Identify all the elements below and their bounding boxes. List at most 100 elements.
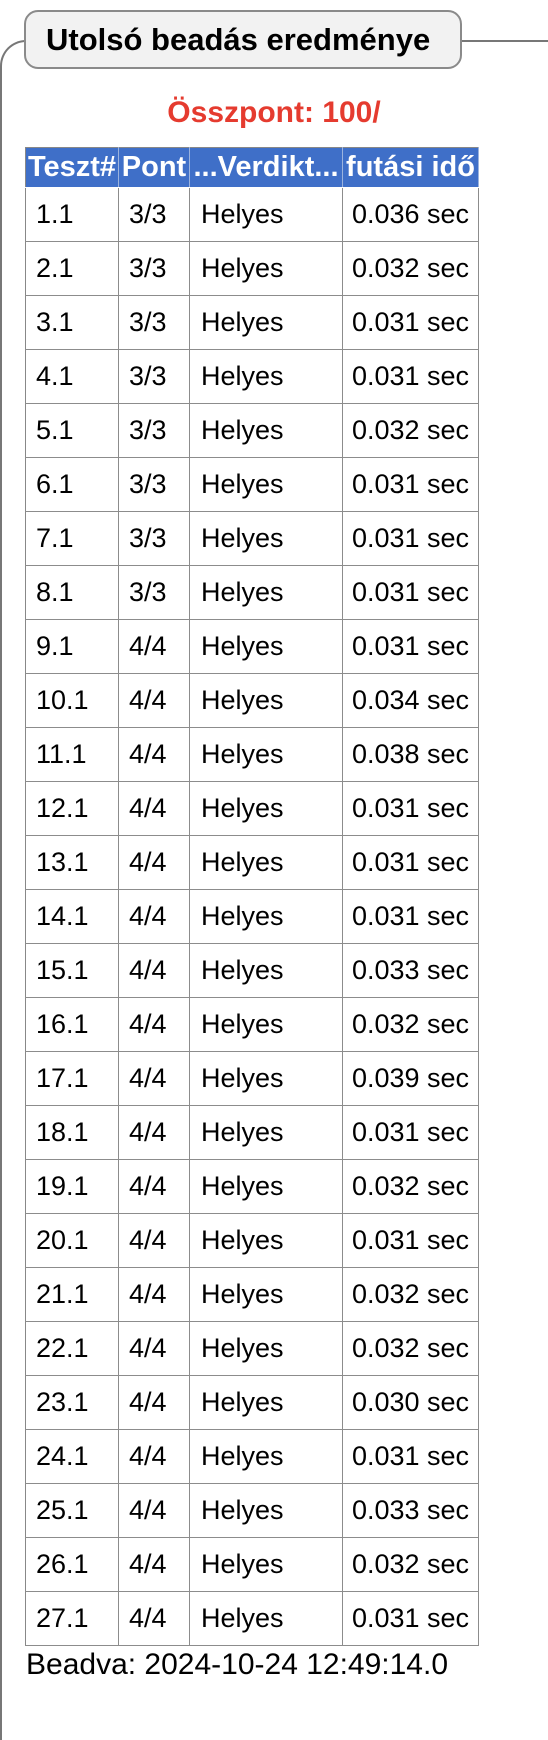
cell-verdict: Helyes bbox=[189, 997, 343, 1052]
cell-runtime: 0.032 sec bbox=[342, 1159, 479, 1214]
cell-verdict: Helyes bbox=[189, 403, 343, 458]
cell-verdict: Helyes bbox=[189, 1051, 343, 1106]
cell-runtime: 0.031 sec bbox=[342, 1591, 479, 1646]
cell-verdict: Helyes bbox=[189, 1267, 343, 1322]
table-row: 3.1 3/3 Helyes 0.031 sec bbox=[25, 295, 479, 350]
cell-points: 3/3 bbox=[118, 565, 190, 620]
cell-test-id: 22.1 bbox=[25, 1321, 119, 1376]
cell-test-id: 17.1 bbox=[25, 1051, 119, 1106]
cell-verdict: Helyes bbox=[189, 835, 343, 890]
table-row: 13.1 4/4 Helyes 0.031 sec bbox=[25, 835, 479, 890]
cell-runtime: 0.031 sec bbox=[342, 835, 479, 890]
cell-test-id: 5.1 bbox=[25, 403, 119, 458]
cell-points: 3/3 bbox=[118, 511, 190, 566]
cell-points: 4/4 bbox=[118, 943, 190, 998]
cell-verdict: Helyes bbox=[189, 1321, 343, 1376]
table-row: 17.1 4/4 Helyes 0.039 sec bbox=[25, 1051, 479, 1106]
cell-runtime: 0.031 sec bbox=[342, 781, 479, 836]
cell-points: 3/3 bbox=[118, 457, 190, 512]
column-header-points: Pont bbox=[118, 147, 190, 188]
table-header-row: Teszt# Pont ...Verdikt... futási idő bbox=[25, 147, 479, 188]
cell-points: 4/4 bbox=[118, 1159, 190, 1214]
cell-test-id: 3.1 bbox=[25, 295, 119, 350]
cell-points: 3/3 bbox=[118, 403, 190, 458]
table-row: 1.1 3/3 Helyes 0.036 sec bbox=[25, 187, 479, 242]
cell-test-id: 16.1 bbox=[25, 997, 119, 1052]
cell-verdict: Helyes bbox=[189, 1105, 343, 1160]
table-row: 5.1 3/3 Helyes 0.032 sec bbox=[25, 403, 479, 458]
cell-runtime: 0.031 sec bbox=[342, 889, 479, 944]
cell-test-id: 13.1 bbox=[25, 835, 119, 890]
results-legend: Utolsó beadás eredménye bbox=[24, 10, 462, 69]
cell-verdict: Helyes bbox=[189, 511, 343, 566]
table-row: 27.1 4/4 Helyes 0.031 sec bbox=[25, 1591, 479, 1646]
cell-verdict: Helyes bbox=[189, 889, 343, 944]
cell-test-id: 15.1 bbox=[25, 943, 119, 998]
cell-runtime: 0.032 sec bbox=[342, 403, 479, 458]
cell-verdict: Helyes bbox=[189, 241, 343, 296]
cell-test-id: 7.1 bbox=[25, 511, 119, 566]
cell-verdict: Helyes bbox=[189, 1159, 343, 1214]
cell-points: 4/4 bbox=[118, 1213, 190, 1268]
cell-runtime: 0.032 sec bbox=[342, 997, 479, 1052]
cell-verdict: Helyes bbox=[189, 1591, 343, 1646]
cell-runtime: 0.032 sec bbox=[342, 1537, 479, 1592]
cell-verdict: Helyes bbox=[189, 1375, 343, 1430]
cell-test-id: 12.1 bbox=[25, 781, 119, 836]
cell-points: 4/4 bbox=[118, 727, 190, 782]
cell-test-id: 18.1 bbox=[25, 1105, 119, 1160]
cell-verdict: Helyes bbox=[189, 1537, 343, 1592]
cell-test-id: 19.1 bbox=[25, 1159, 119, 1214]
cell-verdict: Helyes bbox=[189, 673, 343, 728]
table-row: 18.1 4/4 Helyes 0.031 sec bbox=[25, 1105, 479, 1160]
cell-points: 4/4 bbox=[118, 835, 190, 890]
cell-runtime: 0.032 sec bbox=[342, 1267, 479, 1322]
cell-test-id: 9.1 bbox=[25, 619, 119, 674]
table-row: 26.1 4/4 Helyes 0.032 sec bbox=[25, 1537, 479, 1592]
cell-points: 4/4 bbox=[118, 1375, 190, 1430]
cell-test-id: 21.1 bbox=[25, 1267, 119, 1322]
cell-points: 4/4 bbox=[118, 1537, 190, 1592]
column-header-test: Teszt# bbox=[25, 147, 119, 188]
cell-points: 4/4 bbox=[118, 1105, 190, 1160]
table-row: 24.1 4/4 Helyes 0.031 sec bbox=[25, 1429, 479, 1484]
cell-verdict: Helyes bbox=[189, 565, 343, 620]
cell-points: 4/4 bbox=[118, 997, 190, 1052]
cell-runtime: 0.031 sec bbox=[342, 349, 479, 404]
cell-runtime: 0.033 sec bbox=[342, 943, 479, 998]
cell-verdict: Helyes bbox=[189, 457, 343, 512]
cell-test-id: 23.1 bbox=[25, 1375, 119, 1430]
cell-runtime: 0.031 sec bbox=[342, 295, 479, 350]
cell-test-id: 25.1 bbox=[25, 1483, 119, 1538]
column-header-runtime: futási idő bbox=[342, 147, 479, 188]
cell-verdict: Helyes bbox=[189, 619, 343, 674]
cell-verdict: Helyes bbox=[189, 727, 343, 782]
cell-runtime: 0.032 sec bbox=[342, 1321, 479, 1376]
cell-test-id: 10.1 bbox=[25, 673, 119, 728]
cell-test-id: 27.1 bbox=[25, 1591, 119, 1646]
cell-points: 3/3 bbox=[118, 187, 190, 242]
cell-runtime: 0.031 sec bbox=[342, 1105, 479, 1160]
table-row: 25.1 4/4 Helyes 0.033 sec bbox=[25, 1483, 479, 1538]
cell-points: 4/4 bbox=[118, 1267, 190, 1322]
cell-runtime: 0.034 sec bbox=[342, 673, 479, 728]
table-row: 15.1 4/4 Helyes 0.033 sec bbox=[25, 943, 479, 998]
table-row: 20.1 4/4 Helyes 0.031 sec bbox=[25, 1213, 479, 1268]
cell-runtime: 0.039 sec bbox=[342, 1051, 479, 1106]
table-row: 11.1 4/4 Helyes 0.038 sec bbox=[25, 727, 479, 782]
submission-timestamp: Beadva: 2024-10-24 12:49:14.0 bbox=[26, 1648, 449, 1681]
table-row: 21.1 4/4 Helyes 0.032 sec bbox=[25, 1267, 479, 1322]
cell-runtime: 0.038 sec bbox=[342, 727, 479, 782]
cell-points: 4/4 bbox=[118, 619, 190, 674]
cell-runtime: 0.031 sec bbox=[342, 1213, 479, 1268]
cell-points: 3/3 bbox=[118, 349, 190, 404]
cell-runtime: 0.031 sec bbox=[342, 619, 479, 674]
cell-test-id: 2.1 bbox=[25, 241, 119, 296]
cell-test-id: 20.1 bbox=[25, 1213, 119, 1268]
table-row: 14.1 4/4 Helyes 0.031 sec bbox=[25, 889, 479, 944]
table-row: 2.1 3/3 Helyes 0.032 sec bbox=[25, 241, 479, 296]
cell-test-id: 8.1 bbox=[25, 565, 119, 620]
cell-points: 3/3 bbox=[118, 241, 190, 296]
cell-points: 4/4 bbox=[118, 781, 190, 836]
cell-runtime: 0.030 sec bbox=[342, 1375, 479, 1430]
